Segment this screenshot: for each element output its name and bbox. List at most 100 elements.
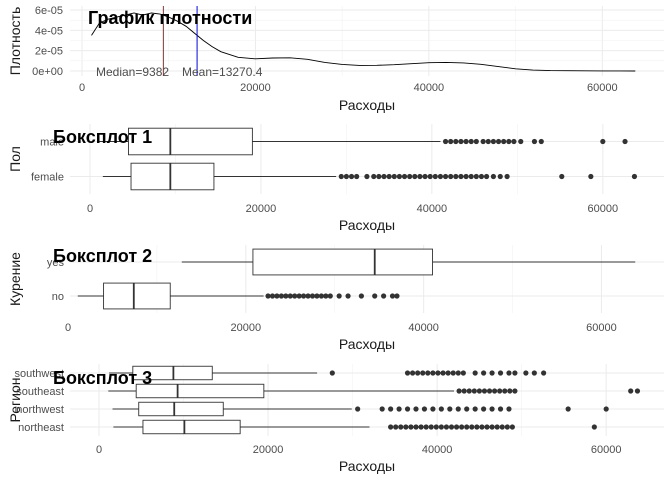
outlier-point <box>468 173 474 180</box>
outlier-point <box>472 370 478 376</box>
y-category-label: northwest <box>16 404 64 416</box>
outlier-point <box>455 406 461 412</box>
outlier-point <box>438 406 444 412</box>
outlier-point <box>388 424 394 430</box>
outlier-point <box>504 424 510 430</box>
panel-title: Боксплот 2 <box>53 246 152 266</box>
x-axis-title: Расходы <box>339 97 395 113</box>
outlier-point <box>301 293 307 299</box>
outlier-point <box>483 173 490 180</box>
outlier-point <box>456 388 462 394</box>
outlier-point <box>413 406 419 412</box>
outlier-point <box>433 424 439 430</box>
outlier-point <box>376 173 382 180</box>
outlier-point <box>396 173 402 180</box>
outlier-point <box>481 406 487 412</box>
outlier-point <box>442 173 449 180</box>
x-tick-label: 40000 <box>414 82 445 94</box>
outlier-point <box>265 293 271 299</box>
outlier-point <box>603 406 609 412</box>
outlier-point <box>506 138 512 145</box>
x-tick-label: 0 <box>96 444 102 456</box>
outlier-point <box>489 424 495 430</box>
outlier-point <box>283 293 289 299</box>
x-axis-title: Расходы <box>339 458 395 474</box>
outlier-point <box>485 138 491 145</box>
y-tick-label: 0e+00 <box>32 66 63 78</box>
outlier-point <box>443 424 450 430</box>
outlier-point <box>480 138 486 145</box>
outlier-point <box>506 370 512 376</box>
outlier-point <box>440 370 446 376</box>
outlier-point <box>358 293 364 299</box>
outlier-point <box>559 173 565 180</box>
outlier-point <box>447 406 453 412</box>
outlier-point <box>504 173 510 180</box>
outlier-point <box>408 424 414 430</box>
outlier-point <box>435 370 441 376</box>
outlier-point <box>490 173 497 180</box>
outlier-point <box>338 173 344 180</box>
x-tick-label: 20000 <box>246 203 277 215</box>
outlier-point <box>512 388 518 394</box>
outlier-point <box>445 370 451 376</box>
y-axis-title: Регион <box>7 378 23 423</box>
outlier-point <box>476 388 482 394</box>
mean-label: Mean=13270.4 <box>182 65 263 79</box>
x-tick-label: 40000 <box>417 203 448 215</box>
outlier-point <box>471 388 477 394</box>
outlier-point <box>314 293 320 299</box>
outlier-point <box>430 406 436 412</box>
x-tick-label: 20000 <box>253 444 284 456</box>
outlier-point <box>531 370 537 376</box>
outlier-point <box>309 293 316 299</box>
outlier-point <box>497 370 504 376</box>
outlier-point <box>459 424 465 430</box>
outlier-point <box>274 293 280 299</box>
x-tick-label: 40000 <box>408 322 439 334</box>
x-axis-title: Расходы <box>339 217 395 233</box>
outlier-point <box>588 173 594 180</box>
y-axis-title: Плотность <box>7 7 23 76</box>
outlier-point <box>523 370 529 376</box>
outlier-point <box>430 370 436 376</box>
outlier-point <box>269 293 276 299</box>
box-iqr <box>130 162 215 191</box>
outlier-point <box>413 424 419 430</box>
outlier-point <box>463 173 469 180</box>
outlier-point <box>486 388 493 394</box>
outlier-point <box>391 173 397 180</box>
x-tick-label: 0 <box>87 203 93 215</box>
y-tick-label: 6e-05 <box>35 5 63 17</box>
outlier-point <box>479 424 485 430</box>
outlier-point <box>565 406 571 412</box>
y-tick-label: 2e-05 <box>35 46 63 58</box>
outlier-point <box>278 293 284 299</box>
x-tick-label: 60000 <box>591 444 622 456</box>
outlier-point <box>389 293 396 299</box>
y-category-label: yes <box>47 257 65 269</box>
x-tick-label: 40000 <box>422 444 453 456</box>
median-label: Median=9382 <box>96 65 169 79</box>
x-tick-label: 20000 <box>231 322 262 334</box>
outlier-point <box>418 424 424 430</box>
panel-4: southwest southeast northwest northeast 0 200… <box>7 364 664 474</box>
outlier-point <box>425 370 431 376</box>
outlier-point <box>345 293 351 299</box>
outlier-point <box>417 173 423 180</box>
outlier-point <box>494 424 500 430</box>
box-iqr <box>128 127 253 156</box>
outlier-point <box>492 388 498 394</box>
y-axis-title: Пол <box>7 146 23 172</box>
outlier-point <box>455 370 461 376</box>
panel-title: График плотности <box>88 8 252 28</box>
outlier-point <box>287 293 293 299</box>
x-tick-label: 0 <box>79 82 85 94</box>
box-iqr <box>252 248 433 276</box>
x-tick-label: 60000 <box>588 203 619 215</box>
panel-3: yes no 0 20000 40000 60000 Расходы Курение Боксп… <box>7 245 664 352</box>
outlier-point <box>404 370 411 376</box>
outlier-point <box>388 406 394 412</box>
outlier-point <box>438 424 444 430</box>
